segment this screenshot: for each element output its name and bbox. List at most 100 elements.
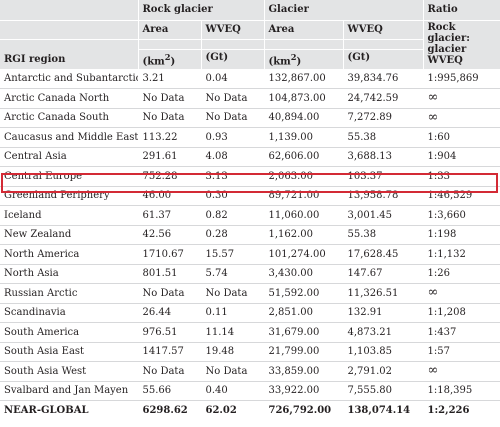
cell-glacier-area: 104,873.00 bbox=[264, 88, 344, 109]
cell-rock-area: 1417.57 bbox=[138, 342, 202, 362]
cell-rock-wveq: 5.74 bbox=[201, 264, 265, 284]
cell-glacier-area: 101,274.00 bbox=[264, 244, 344, 265]
cell-glacier-area: 21,799.00 bbox=[264, 342, 344, 362]
cell-rock-wveq: 3.13 bbox=[201, 166, 265, 187]
cell-glacier-wveq: 1,103.85 bbox=[343, 342, 424, 362]
cell-region: Arctic Canada South bbox=[0, 108, 139, 128]
cell-ratio: 1:57 bbox=[423, 342, 500, 362]
table-row: South Asia East 1417.57 19.48 21,799.00 1,10… bbox=[0, 342, 500, 362]
header-group-rock-glacier: Rock glacier bbox=[138, 0, 265, 21]
cell-ratio: 1:3,660 bbox=[423, 205, 500, 226]
header-glacier-area: Area bbox=[264, 20, 344, 40]
cell-rock-area: 42.56 bbox=[138, 225, 202, 245]
table-row: Svalbard and Jan Mayen 55.66 0.40 33,922.00… bbox=[0, 381, 500, 401]
cell-ratio: 1:1,132 bbox=[423, 244, 500, 265]
table-row: Antarctic and Subantarctic 3.21 0.04 132,86… bbox=[0, 69, 500, 89]
table-row: Iceland 61.37 0.82 11,060.00 3,001.45 1:3,660 bbox=[0, 205, 500, 226]
unit-km: (km bbox=[142, 55, 165, 67]
cell-glacier-area: 3,430.00 bbox=[264, 264, 344, 284]
cell-region: Central Europe bbox=[0, 166, 139, 187]
cell-region: NEAR-GLOBAL bbox=[0, 400, 139, 420]
unit-km: (km bbox=[268, 55, 291, 67]
cell-glacier-wveq: 7,555.80 bbox=[343, 381, 424, 401]
cell-ratio: 1:198 bbox=[423, 225, 500, 245]
cell-region: Central Asia bbox=[0, 147, 139, 167]
cell-ratio: ∞ bbox=[423, 361, 500, 382]
unit-close: ) bbox=[296, 55, 302, 67]
cell-ratio: 1:33 bbox=[423, 166, 500, 187]
unit-close: ) bbox=[170, 55, 176, 67]
cell-region: North Asia bbox=[0, 264, 139, 284]
cell-region: South America bbox=[0, 322, 139, 343]
cell-ratio: ∞ bbox=[423, 88, 500, 109]
table-row: Central Europe 752.28 3.13 2,063.00 103.37 1:… bbox=[0, 166, 500, 187]
cell-glacier-wveq: 103.37 bbox=[343, 166, 424, 187]
header-blank bbox=[343, 39, 423, 50]
cell-rock-area: 26.44 bbox=[138, 303, 202, 323]
cell-ratio: 1:60 bbox=[423, 127, 500, 148]
cell-ratio: 1:995,869 bbox=[423, 69, 500, 89]
table-body: Antarctic and Subantarctic 3.21 0.04 132,86… bbox=[0, 69, 500, 420]
cell-glacier-area: 33,859.00 bbox=[264, 361, 344, 382]
cell-glacier-wveq: 24,742.59 bbox=[343, 88, 424, 109]
cell-glacier-area: 132,867.00 bbox=[264, 69, 344, 89]
header-unit-rock-wveq: (Gt) bbox=[201, 49, 265, 70]
cell-glacier-wveq: 3,001.45 bbox=[343, 205, 424, 226]
cell-ratio: ∞ bbox=[423, 283, 500, 304]
cell-region: Greenland Periphery bbox=[0, 186, 139, 206]
table-row-total: NEAR-GLOBAL 6298.62 62.02 726,792.00 138… bbox=[0, 400, 500, 420]
header-blank bbox=[201, 39, 265, 50]
header-unit-glacier-area: (km2) bbox=[264, 49, 344, 70]
cell-rock-wveq: No Data bbox=[201, 108, 265, 128]
cell-glacier-wveq: 7,272.89 bbox=[343, 108, 424, 128]
table-header: Rock glacier Glacier Ratio Area WVEQ Are… bbox=[0, 0, 500, 70]
header-rock-area: Area bbox=[138, 20, 202, 40]
cell-region: Scandinavia bbox=[0, 303, 139, 323]
cell-region: North America bbox=[0, 244, 139, 265]
cell-glacier-area: 1,139.00 bbox=[264, 127, 344, 148]
cell-glacier-area: 2,063.00 bbox=[264, 166, 344, 187]
cell-region: Caucasus and Middle East bbox=[0, 127, 139, 148]
cell-glacier-area: 1,162.00 bbox=[264, 225, 344, 245]
cell-rock-wveq: 19.48 bbox=[201, 342, 265, 362]
cell-rock-area: 291.61 bbox=[138, 147, 202, 167]
cell-rock-area: 976.51 bbox=[138, 322, 202, 343]
cell-rock-wveq: 0.93 bbox=[201, 127, 265, 148]
cell-ratio: ∞ bbox=[423, 108, 500, 128]
cell-glacier-wveq: 4,873.21 bbox=[343, 322, 424, 343]
cell-ratio: 1:18,395 bbox=[423, 381, 500, 401]
cell-ratio: 1:2,226 bbox=[427, 405, 470, 416]
cell-region: New Zealand bbox=[0, 225, 139, 245]
table-row: South America 976.51 11.14 31,679.00 4,873.2… bbox=[0, 322, 500, 343]
cell-rock-area: No Data bbox=[138, 283, 202, 304]
cell-rock-area: 55.66 bbox=[138, 381, 202, 401]
table-row: Caucasus and Middle East 113.22 0.93 1,139.… bbox=[0, 127, 500, 148]
unit-sup: 2 bbox=[290, 51, 297, 62]
header-blank bbox=[264, 39, 344, 50]
cell-rock-wveq: 0.28 bbox=[201, 225, 265, 245]
table-row: Scandinavia 26.44 0.11 2,851.00 132.91 1:1,20… bbox=[0, 303, 500, 323]
cell-rock-area: No Data bbox=[138, 361, 202, 382]
table-row: North Asia 801.51 5.74 3,430.00 147.67 1:26 bbox=[0, 264, 500, 284]
cell-rock-area: 752.28 bbox=[138, 166, 202, 187]
cell-ratio: 1:904 bbox=[423, 147, 500, 167]
header-glacier-wveq: WVEQ bbox=[343, 20, 424, 40]
table-row: Arctic Canada North No Data No Data 104,873… bbox=[0, 88, 500, 109]
cell-region: Iceland bbox=[0, 205, 139, 226]
cell-rock-wveq: No Data bbox=[201, 283, 265, 304]
cell-rock-wveq: 0.82 bbox=[201, 205, 265, 226]
cell-rock-area: 61.37 bbox=[138, 205, 202, 226]
cell-rock-wveq: 0.30 bbox=[201, 186, 265, 206]
cell-region: Svalbard and Jan Mayen bbox=[0, 381, 139, 401]
header-group-glacier: Glacier bbox=[264, 0, 424, 21]
cell-rock-wveq: 0.40 bbox=[201, 381, 265, 401]
cell-glacier-wveq: 3,688.13 bbox=[343, 147, 424, 167]
cell-rock-area: 113.22 bbox=[138, 127, 202, 148]
cell-glacier-wveq: 17,628.45 bbox=[343, 244, 424, 265]
cell-glacier-area: 62,606.00 bbox=[264, 147, 344, 167]
cell-rock-wveq: 0.04 bbox=[201, 69, 265, 89]
cell-rock-area: 46.00 bbox=[138, 186, 202, 206]
table-row: Central Asia 291.61 4.08 62,606.00 3,688.13 1… bbox=[0, 147, 500, 167]
table-row: New Zealand 42.56 0.28 1,162.00 55.38 1:198 bbox=[0, 225, 500, 245]
